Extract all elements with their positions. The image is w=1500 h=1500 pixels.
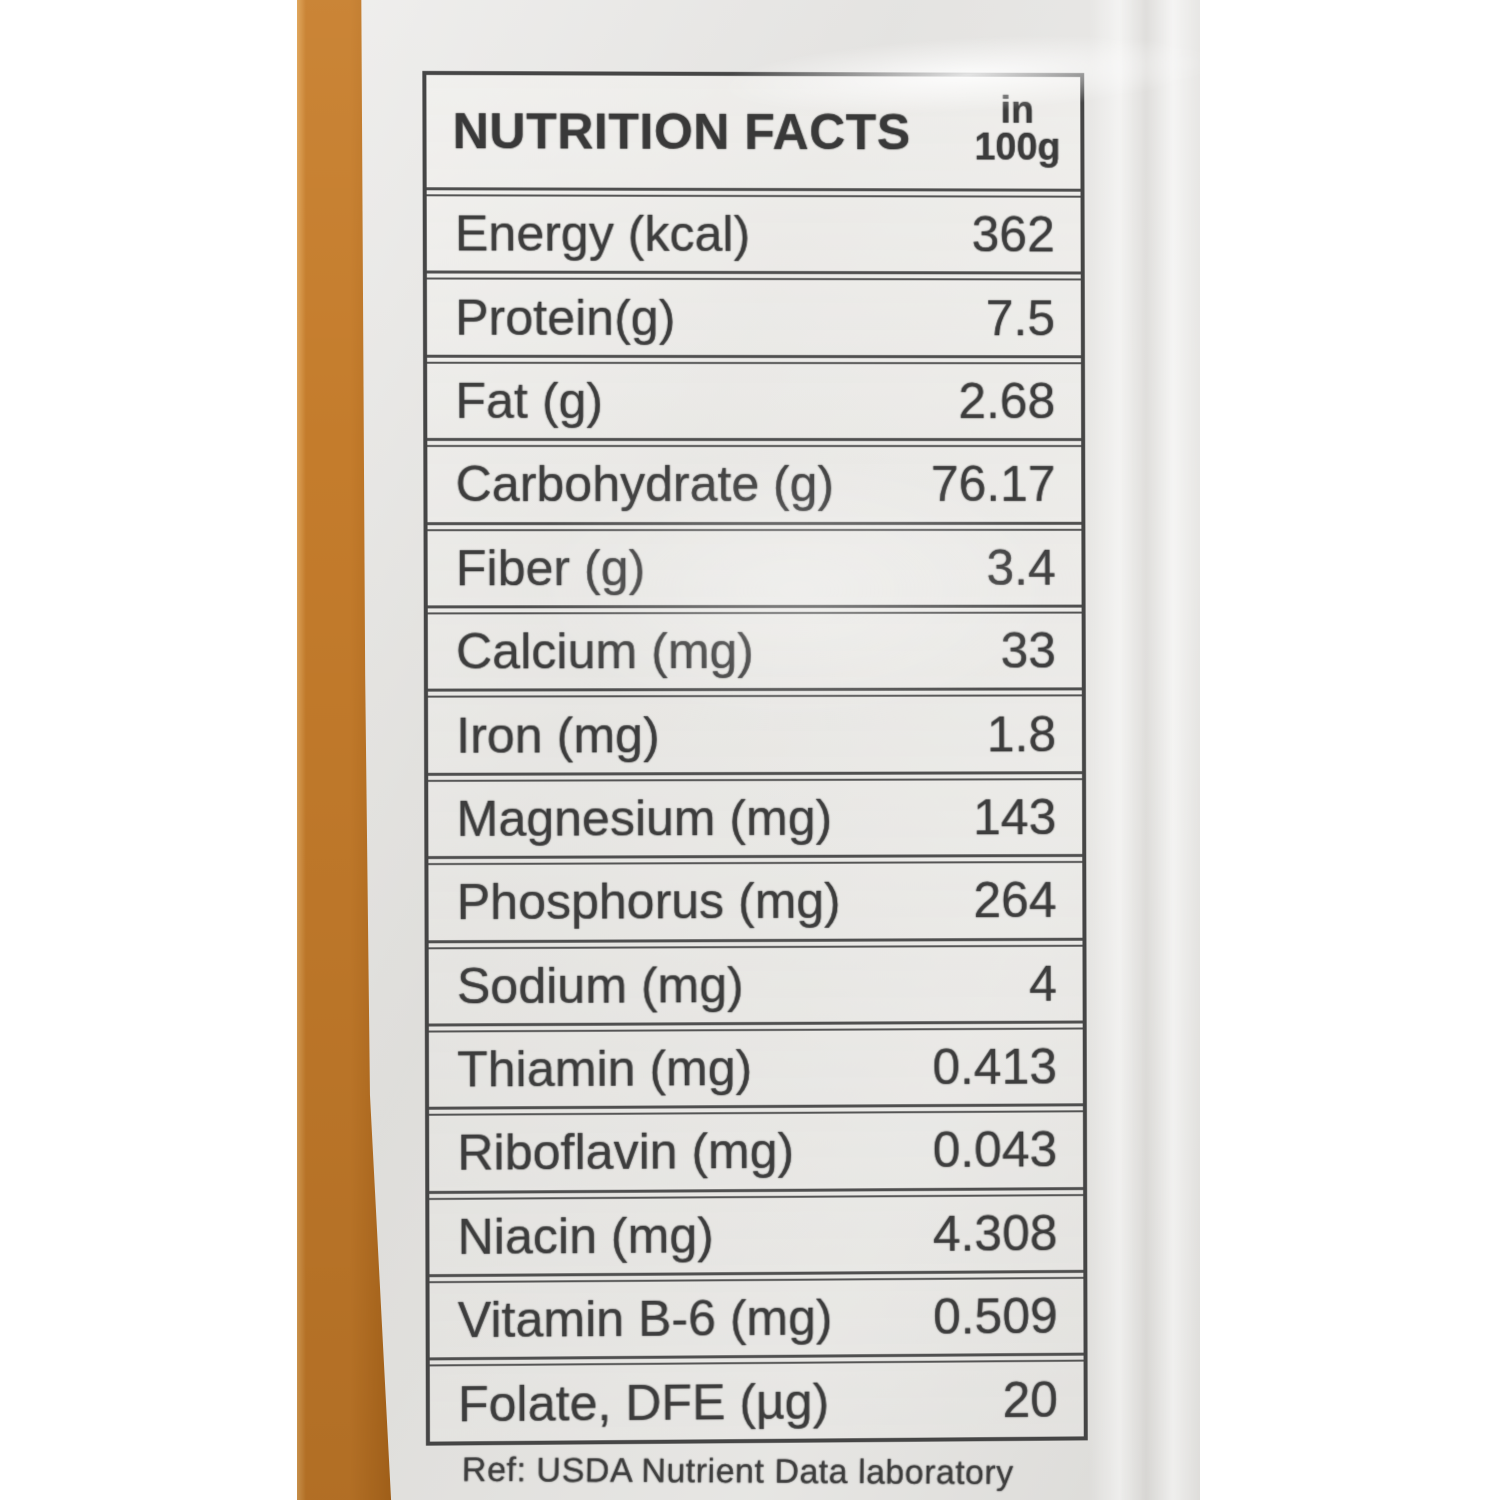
- nutrient-row: Fiber (g) 3.4: [428, 530, 1082, 605]
- nutrient-label: Fiber (g): [455, 539, 646, 597]
- nutrient-value: 0.413: [932, 1038, 1058, 1096]
- table-header: NUTRITION FACTS in 100g: [426, 75, 1080, 189]
- nutrient-row: Energy (kcal) 362: [427, 196, 1081, 272]
- nutrient-row: Iron (mg) 1.8: [428, 697, 1082, 773]
- nutrient-value: 4.308: [932, 1205, 1058, 1262]
- nutrient-label: Niacin (mg): [457, 1207, 714, 1265]
- nutrient-label: Riboflavin (mg): [457, 1123, 795, 1182]
- nutrient-row: Folate, DFE (µg) 20: [430, 1362, 1084, 1441]
- nutrient-label: Protein(g): [455, 289, 676, 346]
- row-divider: [427, 354, 1081, 365]
- nutrient-value: 4: [1028, 955, 1057, 1012]
- nutrient-row: Protein(g) 7.5: [427, 280, 1081, 355]
- nutrient-value: 1.8: [986, 705, 1057, 762]
- nutrient-row: Riboflavin (mg) 0.043: [429, 1113, 1083, 1191]
- nutrient-value: 2.68: [958, 373, 1056, 430]
- nutrient-value: 143: [973, 789, 1057, 846]
- per-quantity-label: in 100g: [974, 89, 1061, 169]
- nutrient-row: Niacin (mg) 4.308: [429, 1196, 1083, 1275]
- nutrient-row: Fat (g) 2.68: [427, 364, 1081, 439]
- package-sheen-right: [1088, 0, 1200, 1500]
- nutrient-label: Sodium (mg): [456, 956, 744, 1015]
- nutrition-facts-table: NUTRITION FACTS in 100g Energy (kcal) 36…: [422, 70, 1088, 1446]
- per-quantity-line1: in: [1000, 89, 1035, 132]
- reference-note: Ref: USDA Nutrient Data laboratory: [461, 1450, 1014, 1492]
- package-photo: NUTRITION FACTS in 100g Energy (kcal) 36…: [297, 0, 1200, 1500]
- nutrient-label: Folate, DFE (µg): [457, 1373, 830, 1433]
- nutrient-value: 3.4: [986, 539, 1056, 596]
- nutrient-label: Iron (mg): [456, 706, 660, 764]
- nutrient-row: Thiamin (mg) 0.413: [429, 1029, 1083, 1107]
- nutrient-value: 0.509: [932, 1288, 1058, 1346]
- nutrition-label: NUTRITION FACTS in 100g Energy (kcal) 36…: [422, 70, 1094, 1492]
- nutrient-value: 76.17: [930, 456, 1056, 513]
- nutrient-row: Carbohydrate (g) 76.17: [427, 447, 1081, 522]
- row-divider: [427, 438, 1082, 448]
- nutrient-label: Phosphorus (mg): [456, 873, 841, 931]
- nutrient-row: Phosphorus (mg) 264: [428, 863, 1082, 940]
- nutrient-label: Fat (g): [455, 372, 604, 429]
- nutrient-value: 264: [973, 872, 1057, 929]
- nutrient-value: 20: [1002, 1371, 1058, 1428]
- nutrient-value: 7.5: [985, 289, 1056, 346]
- nutrient-label: Energy (kcal): [454, 205, 751, 263]
- package-orange-stripe: [297, 0, 392, 1500]
- nutrient-value: 362: [971, 206, 1055, 263]
- nutrient-label: Calcium (mg): [455, 623, 754, 680]
- nutrient-label: Thiamin (mg): [457, 1040, 753, 1098]
- nutrient-value: 33: [1000, 622, 1056, 679]
- table-title: NUTRITION FACTS: [452, 103, 911, 161]
- per-quantity-line2: 100g: [974, 126, 1061, 169]
- nutrient-label: Carbohydrate (g): [455, 456, 835, 513]
- nutrient-value: 0.043: [932, 1121, 1058, 1179]
- nutrient-label: Vitamin B-6 (mg): [457, 1289, 833, 1349]
- row-divider: [427, 521, 1082, 531]
- nutrient-row: Vitamin B-6 (mg) 0.509: [430, 1279, 1084, 1358]
- nutrient-row: Sodium (mg) 4: [429, 946, 1083, 1023]
- nutrient-row: Magnesium (mg) 143: [428, 780, 1082, 856]
- nutrient-row: Calcium (mg) 33: [428, 614, 1082, 689]
- nutrient-label: Magnesium (mg): [456, 789, 833, 847]
